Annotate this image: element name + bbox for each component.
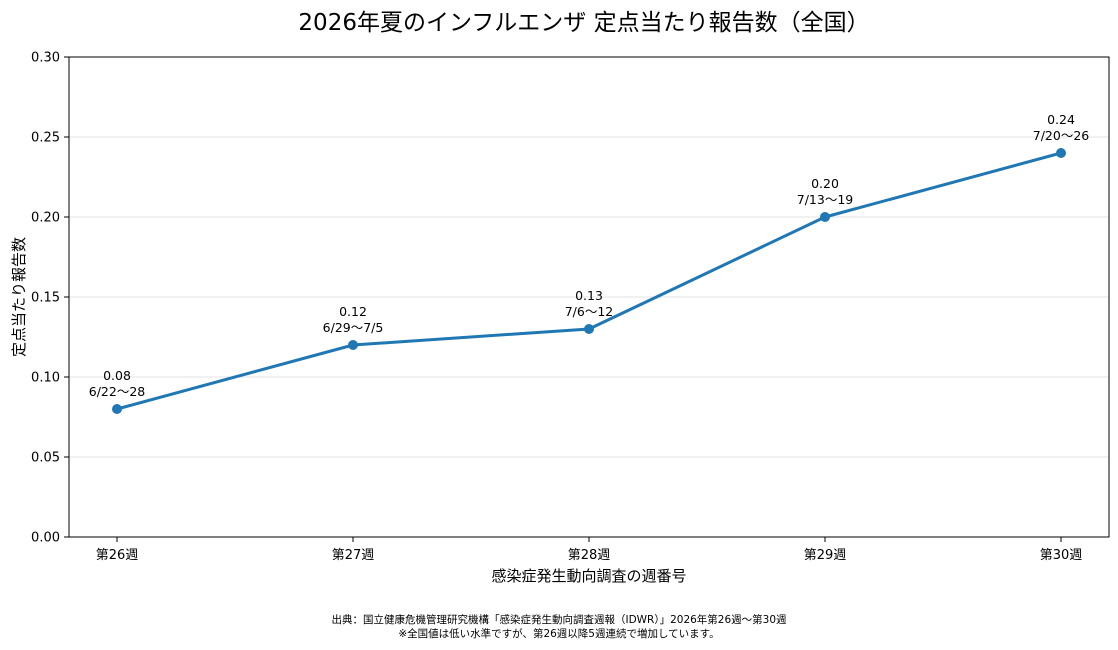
x-axis: 第26週 第27週 第28週 第29週 第30週 [96,537,1083,563]
y-tick-label: 0.20 [31,211,60,226]
data-value-label: 0.12 [339,304,367,319]
x-tick-label: 第30週 [1040,548,1083,563]
series-line-path [116,151,1062,411]
data-date-label: 6/29〜7/5 [323,320,384,335]
y-tick-label: 0.05 [31,451,60,466]
data-value-label: 0.24 [1047,112,1075,127]
data-point [112,404,122,414]
chart-title: 2026年夏のインフルエンザ 定点当たり報告数（全国） [298,10,869,36]
x-tick-label: 第27週 [332,548,375,563]
y-tick-label: 0.30 [31,51,60,66]
x-tick-label: 第28週 [568,548,611,563]
data-point [348,340,358,350]
data-date-label: 7/6〜12 [565,304,614,319]
data-point [820,212,830,222]
source-note: 出典：国立健康危機管理研究機構「感染症発生動向調査週報（IDWR）」2026年第… [331,614,787,626]
data-point [1056,148,1066,158]
y-tick-label: 0.00 [31,531,60,546]
x-tick-label: 第26週 [96,548,139,563]
data-date-label: 6/22〜28 [89,384,146,399]
x-axis-label: 感染症発生動向調査の週番号 [491,567,686,585]
y-tick-label: 0.15 [31,291,60,306]
data-labels: 0.086/22〜28 0.126/29〜7/5 0.137/6〜12 0.207/1… [89,112,1090,399]
data-value-label: 0.13 [575,288,603,303]
y-tick-label: 0.25 [31,131,60,146]
footnote: ※全国値は低い水準ですが、第26週以降5週連続で増加しています。 [398,628,720,640]
y-axis-label: 定点当たり報告数 [10,237,28,357]
data-date-label: 7/13〜19 [797,192,854,207]
series-line [112,148,1066,414]
data-value-label: 0.08 [103,368,131,383]
y-axis: 0.00 0.05 0.10 0.15 0.20 0.25 0.30 [31,51,69,546]
y-tick-label: 0.10 [31,371,60,386]
gridlines [69,136,1109,458]
x-tick-label: 第29週 [804,548,847,563]
data-point [584,324,594,334]
data-date-label: 7/20〜26 [1033,128,1090,143]
data-value-label: 0.20 [811,176,839,191]
